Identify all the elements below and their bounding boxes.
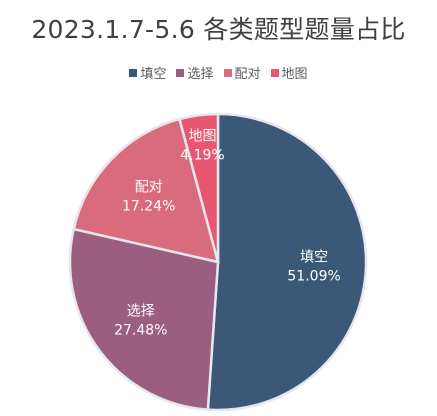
legend: 填空 选择 配对 地图 (0, 63, 437, 82)
slice-label-ditu: 地图 4.19% (180, 129, 224, 164)
pie-slice-peidui[interactable] (72, 117, 220, 264)
slice-label-tiankong: 填空 51.09% (287, 249, 340, 284)
legend-label: 地图 (281, 67, 308, 82)
legend-label: 填空 (140, 67, 167, 82)
slice-value-label: 51.09% (287, 268, 340, 284)
slice-value-label: 4.19% (180, 148, 224, 164)
legend-item-tiankong[interactable]: 填空 (129, 63, 166, 82)
pie-slice-xuanze[interactable] (68, 227, 220, 411)
legend-swatch (129, 68, 138, 77)
legend-item-peidui[interactable]: 配对 (223, 63, 261, 82)
legend-item-ditu[interactable]: 地图 (270, 63, 308, 82)
chart-title: 2023.1.7-5.6 各类题型题量占比 (31, 15, 406, 44)
legend-swatch (270, 68, 279, 77)
slice-value-label: 17.24% (122, 198, 175, 214)
legend-label: 选择 (187, 67, 214, 82)
slice-category-label: 地图 (189, 129, 217, 145)
slice-category-label: 配对 (135, 179, 163, 195)
legend-swatch (176, 68, 185, 77)
slice-category-label: 填空 (300, 249, 328, 265)
legend-label: 配对 (234, 67, 261, 82)
slice-label-peidui: 配对 17.24% (122, 179, 175, 214)
slice-category-label: 选择 (127, 303, 155, 319)
pie-slice-tiankong[interactable] (206, 112, 368, 412)
slice-value-label: 27.48% (114, 322, 167, 338)
legend-swatch (223, 68, 232, 77)
legend-item-xuanze[interactable]: 选择 (176, 63, 214, 82)
slice-label-xuanze: 选择 27.48% (114, 303, 167, 338)
pie-slice-ditu[interactable] (177, 112, 220, 263)
